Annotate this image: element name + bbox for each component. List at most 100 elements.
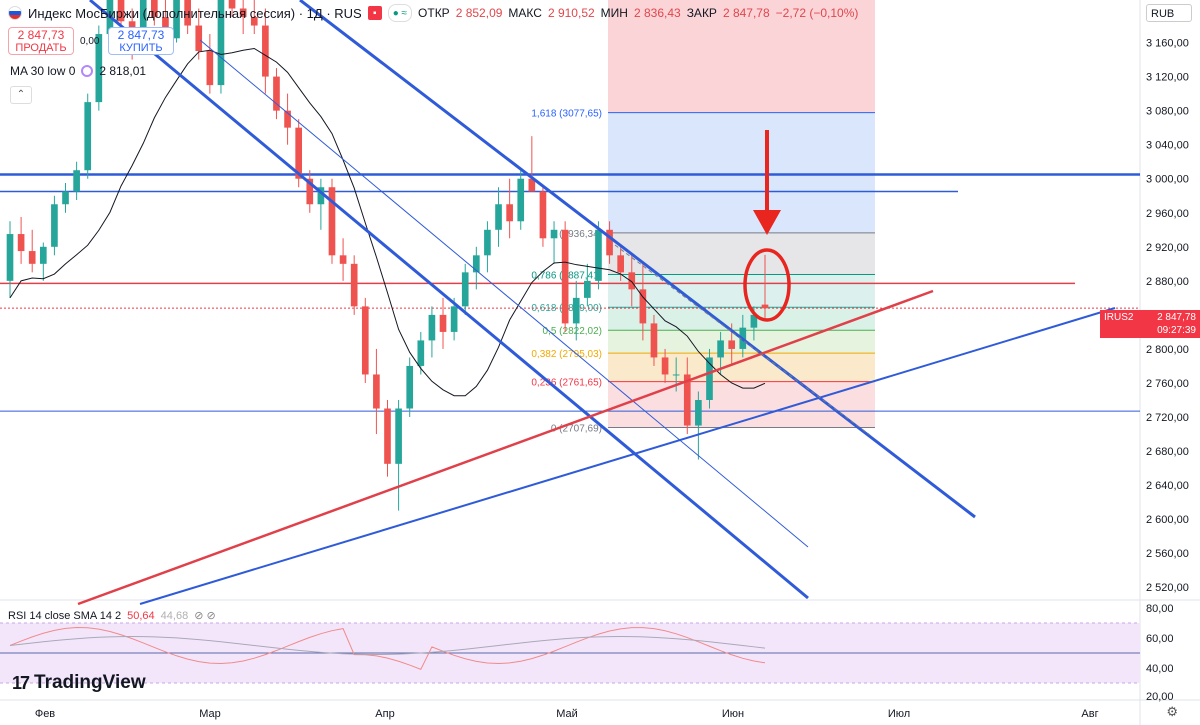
candle-body — [373, 374, 380, 409]
price-tick-label: 3 080,00 — [1146, 106, 1189, 118]
candle-body — [28, 251, 36, 264]
candle-body — [117, 0, 125, 22]
price-tag-symbol: IRUS2 — [1104, 312, 1134, 323]
ma-value: 2 818,01 — [99, 64, 147, 78]
price-tick-label: 2 680,00 — [1146, 446, 1189, 458]
channel-mid-line — [199, 39, 809, 548]
rsi-settings-icon[interactable]: ⊘ ⊘ — [194, 610, 216, 622]
time-tick-label: Мар — [199, 708, 221, 720]
candle-body — [317, 187, 325, 205]
rising-support-line — [139, 307, 1116, 605]
candle-body — [695, 400, 702, 426]
candle-body — [73, 170, 80, 192]
fib-zone-0 — [608, 0, 875, 113]
ma-legend[interactable]: MA 30 low 0 2 818,01 — [10, 64, 146, 78]
candle-body — [295, 127, 303, 179]
candle-body — [572, 297, 580, 324]
candle-body — [617, 255, 624, 273]
candle-body — [350, 263, 358, 307]
candle-body — [173, 0, 180, 39]
tradingview-logo[interactable]: 17 TradingView — [12, 672, 146, 694]
rsi-value: 50,64 — [127, 609, 155, 622]
fib-label-1: 1 (2936,34) — [551, 229, 602, 240]
sell-price: 2 847,73 — [17, 28, 65, 42]
rsi-sma-line — [9, 635, 766, 656]
price-tick-label: 2 800,00 — [1146, 344, 1189, 356]
price-tag-time: 09:27:39 — [1157, 325, 1196, 336]
candle-body — [506, 204, 513, 222]
rsi-legend[interactable]: RSI 14 close SMA 14 2 50,64 44,68 ⊘ ⊘ — [8, 609, 216, 623]
channel-lower-line — [89, 0, 809, 600]
fib-label-6: 0,236 (2761,65) — [531, 378, 602, 389]
candle-body — [406, 365, 414, 409]
collapse-legend-button[interactable]: ⌃ — [10, 86, 32, 104]
candle-body — [395, 408, 402, 464]
ma-settings-icon[interactable] — [81, 65, 94, 77]
red-trend-line — [77, 289, 934, 606]
candle-body — [595, 229, 602, 281]
currency-selector[interactable]: RUB — [1146, 4, 1192, 22]
time-tick-label: Июл — [888, 708, 910, 720]
price-tick-label: 3 120,00 — [1146, 72, 1189, 84]
buy-label: КУПИТЬ — [119, 42, 163, 54]
fib-zone-4 — [608, 307, 875, 331]
rsi-tick-label: 80,00 — [1146, 603, 1174, 615]
candle-body — [151, 0, 158, 18]
candle-body — [84, 102, 92, 171]
candle-body — [550, 229, 558, 239]
candle-body — [239, 8, 247, 18]
fib-label-4: 0,5 (2822,02) — [543, 326, 603, 337]
price-tick-label: 2 520,00 — [1146, 582, 1189, 594]
rsi-line — [9, 627, 766, 671]
sell-button[interactable]: 2 847,73 ПРОДАТЬ — [8, 27, 74, 55]
price-tick-label: 3 000,00 — [1146, 174, 1189, 186]
tradingview-mark-icon: 17 — [12, 672, 30, 693]
candle-body — [683, 374, 691, 426]
candle-body — [584, 280, 591, 298]
brand-name: TradingView — [34, 672, 146, 693]
open-value: 2 852,09 — [455, 6, 503, 20]
candle-body — [661, 357, 669, 375]
candle-body — [650, 323, 658, 358]
candle-body — [273, 76, 280, 111]
candle-body — [17, 234, 25, 252]
time-tick-label: Авг — [1081, 708, 1098, 720]
candle-body — [561, 229, 569, 324]
rsi-tick-label: 60,00 — [1146, 633, 1174, 645]
candle-body — [672, 374, 680, 376]
candle-body — [139, 0, 147, 43]
gear-icon[interactable]: ⚙ — [1166, 704, 1178, 719]
price-tag-price: 2 847,78 — [1157, 312, 1196, 323]
candle-body — [417, 340, 425, 366]
high-value: 2 910,52 — [547, 6, 595, 20]
candle-body — [517, 178, 525, 222]
channel-upper-line — [299, 0, 976, 519]
candle-body — [706, 357, 713, 400]
compare-icon[interactable]: ● ≈ — [387, 4, 413, 22]
rsi-tick-label: 20,00 — [1146, 691, 1174, 703]
candle-body — [339, 255, 347, 264]
candle-body — [528, 178, 536, 192]
highlight-ellipse — [743, 248, 791, 322]
low-label: МИН — [600, 6, 628, 20]
russia-flag-icon — [8, 6, 22, 20]
arrow-head-icon — [753, 210, 781, 235]
ma-line — [9, 47, 766, 397]
price-tick-label: 2 920,00 — [1146, 242, 1189, 254]
price-tick-label: 2 720,00 — [1146, 412, 1189, 424]
last-price-tag: IRUS2 2 847,78 09:27:39 — [1100, 310, 1200, 338]
candle-body — [39, 246, 47, 264]
candle-body — [250, 17, 258, 26]
rsi-tick-label: 40,00 — [1146, 663, 1174, 675]
symbol-title[interactable]: Индекс МосБиржи (дополнительная сессия) … — [28, 5, 362, 21]
candle-body — [62, 191, 69, 205]
candle-body — [606, 229, 613, 256]
buy-button[interactable]: 2 847,73 КУПИТЬ — [108, 27, 174, 55]
candle-body — [428, 314, 436, 341]
alert-icon[interactable]: ▪ — [367, 6, 382, 20]
time-tick-label: Май — [556, 708, 578, 720]
price-tick-label: 2 640,00 — [1146, 480, 1189, 492]
candle-body — [95, 34, 103, 103]
